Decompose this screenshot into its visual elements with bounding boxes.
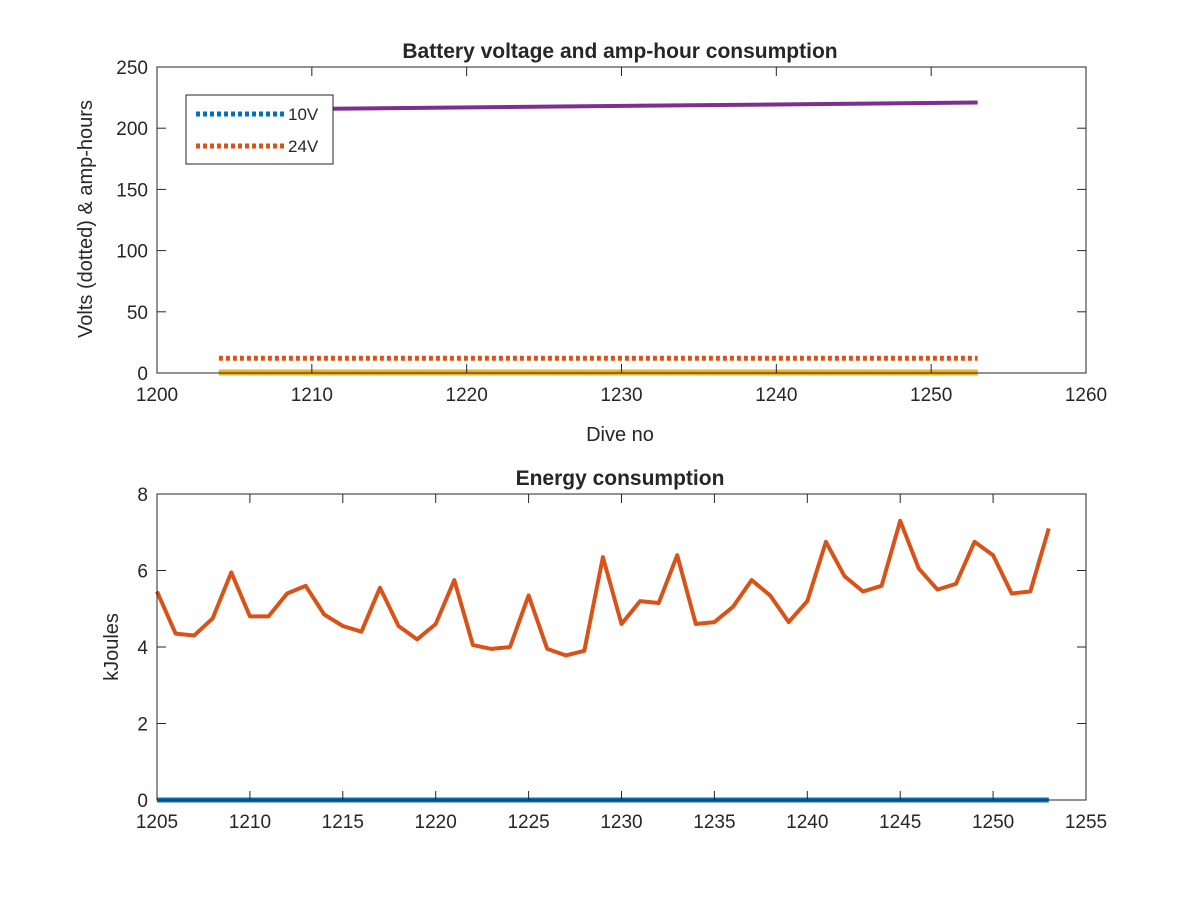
energy-xtick-label: 1225: [507, 812, 549, 833]
energy-xtick-label: 1245: [879, 812, 921, 833]
energy-xtick-label: 1235: [693, 812, 735, 833]
voltage-chart-title: Battery voltage and amp-hour consumption: [402, 40, 837, 63]
voltage-ytick-label: 200: [116, 119, 148, 140]
voltage-ytick-label: 0: [137, 364, 148, 385]
voltage-ytick-label: 50: [127, 303, 148, 324]
voltage-xtick-label: 1250: [910, 385, 952, 406]
energy-xtick-label: 1255: [1065, 812, 1107, 833]
energy-xtick-label: 1240: [786, 812, 828, 833]
voltage-tick-group: 1200 1210 1220 1230 1240 1250 1260 0 50 100 150 200…: [116, 58, 1107, 406]
energy-xtick-label: 1215: [322, 812, 364, 833]
voltage-xtick-label: 1230: [600, 385, 642, 406]
legend-label-24v: 24V: [288, 137, 319, 156]
voltage-xtick-label: 1200: [136, 385, 178, 406]
voltage-chart-ylabel: Volts (dotted) & amp-hours: [75, 100, 97, 338]
energy-series-line-1: [155, 518, 1051, 658]
energy-ytick-label: 4: [137, 638, 148, 659]
voltage-amphour-axes: Battery voltage and amp-hour consumption…: [75, 40, 1107, 446]
energy-xtick-label: 1230: [600, 812, 642, 833]
energy-ytick-label: 6: [137, 562, 148, 583]
voltage-xtick-label: 1240: [755, 385, 797, 406]
energy-plot-box: [156, 493, 1087, 801]
energy-xtick-label: 1220: [415, 812, 457, 833]
voltage-xtick-label: 1260: [1065, 385, 1107, 406]
energy-tick-group: 1205 1210 1215 1220 1225 1230 1235 1240 1245 1250…: [136, 485, 1107, 833]
voltage-ytick-label: 150: [116, 180, 148, 201]
legend-label-10v: 10V: [288, 105, 319, 124]
voltage-xtick-label: 1220: [446, 385, 488, 406]
energy-xtick-label: 1250: [972, 812, 1014, 833]
energy-chart-ylabel: kJoules: [101, 613, 123, 681]
voltage-plot-box: [156, 66, 1087, 374]
voltage-xtick-label: 1210: [291, 385, 333, 406]
legend-box: [185, 94, 334, 165]
energy-ytick-label: 8: [137, 485, 148, 506]
energy-chart-title: Energy consumption: [516, 467, 725, 490]
energy-ytick-label: 2: [137, 715, 148, 736]
legend: 10V 24V: [185, 94, 334, 165]
voltage-series-line-3: [218, 100, 978, 112]
voltage-ytick-label: 100: [116, 242, 148, 263]
energy-xtick-label: 1210: [229, 812, 271, 833]
energy-xtick-label: 1205: [136, 812, 178, 833]
voltage-chart-xlabel: Dive no: [586, 424, 654, 446]
energy-axes: Energy consumption kJoules 1205 1210 1215 1…: [101, 467, 1107, 833]
energy-ytick-label: 0: [137, 791, 148, 812]
voltage-ytick-label: 250: [116, 58, 148, 79]
